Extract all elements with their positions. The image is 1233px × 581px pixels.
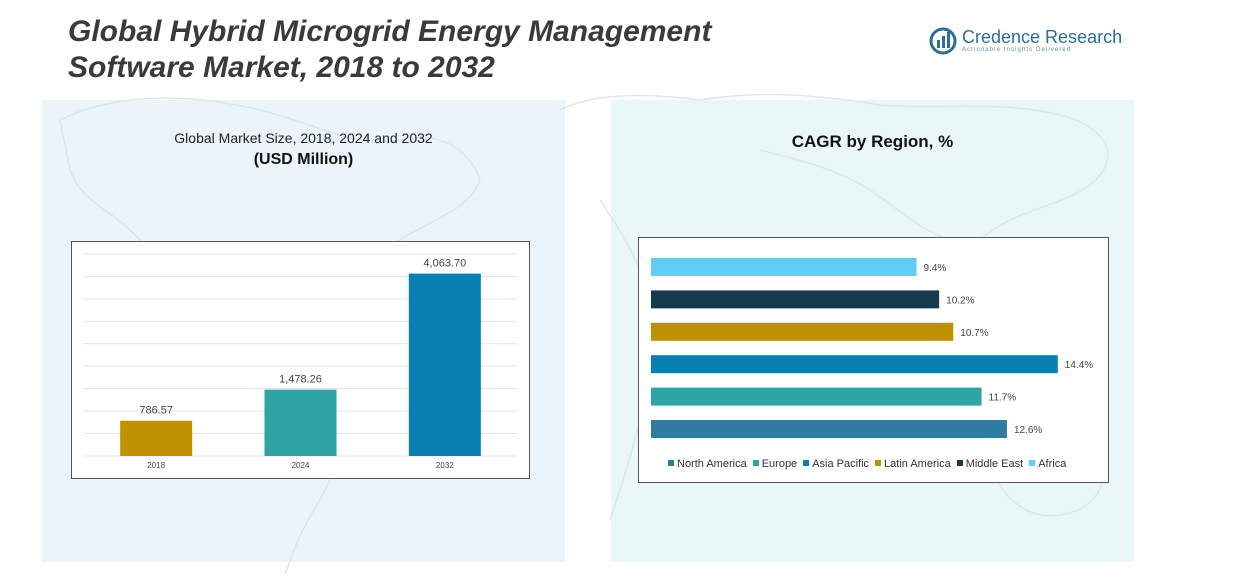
legend-swatch	[803, 460, 810, 466]
data-label-2024: 1,478.26	[279, 374, 322, 386]
legend-item-europe: Europe	[752, 458, 798, 470]
legend-swatch	[1029, 460, 1036, 466]
data-label-2032: 4,063.70	[423, 258, 466, 270]
cagr-chart: 9.4% 10.2% 10.7% 14.4% 11.7% 12.6%	[638, 237, 1109, 483]
data-label-2018: 786.57	[139, 405, 173, 417]
page-title: Global Hybrid Microgrid Energy Managemen…	[68, 14, 828, 86]
market-size-chart-title: Global Market Size, 2018, 2024 and 2032	[174, 130, 433, 146]
bar-africa	[651, 258, 917, 276]
legend-label: Asia Pacific	[812, 458, 870, 470]
bar-2032	[408, 273, 481, 456]
data-label-latin-america: 10.7%	[960, 328, 988, 339]
legend-item-asia-pacific: Asia Pacific	[803, 458, 869, 470]
data-label-asia-pacific: 14.4%	[1065, 360, 1093, 371]
bar-europe	[651, 387, 982, 406]
data-label-north-america: 12.6%	[1014, 425, 1042, 436]
legend-label: Latin America	[884, 458, 951, 470]
bar-latin-america	[651, 322, 954, 341]
bar-2024	[264, 389, 337, 456]
cagr-legend: North America Europe Asia Pacific Latin Ame…	[668, 458, 1072, 470]
title-line-2: Software Market, 2018 to 2032	[68, 51, 495, 84]
credence-logo-icon	[929, 27, 957, 55]
legend-item-latin-america: Latin America	[875, 458, 951, 470]
bar-north-america	[651, 420, 1007, 438]
tick-label-2018: 2018	[147, 461, 165, 470]
bar-middle-east	[651, 290, 940, 309]
bar-asia-pacific	[651, 355, 1058, 374]
data-label-middle-east: 10.2%	[946, 295, 974, 306]
legend-label: Europe	[761, 458, 798, 470]
legend-label: North America	[677, 458, 747, 470]
legend-label: Africa	[1038, 458, 1067, 470]
brand-logo: Credence Research Actionable Insights De…	[928, 26, 1128, 58]
market-size-bar-chart: 786.57 2018 1,478.26 2024 4,063.70 2032	[84, 253, 517, 470]
title-line-1: Global Hybrid Microgrid Energy Managemen…	[68, 15, 712, 48]
tick-label-2024: 2024	[292, 461, 310, 470]
data-label-europe: 11.7%	[989, 393, 1017, 404]
tick-label-2032: 2032	[436, 461, 454, 470]
market-size-chart: 786.57 2018 1,478.26 2024 4,063.70 2032	[71, 241, 530, 479]
legend-swatch	[956, 460, 963, 466]
legend-item-middle-east: Middle East	[956, 458, 1024, 470]
legend-swatch	[875, 460, 882, 466]
cagr-chart-title: CAGR by Region, %	[791, 132, 954, 151]
data-label-africa: 9.4%	[924, 263, 947, 274]
legend-item-africa: Africa	[1029, 458, 1066, 470]
bar-2018	[120, 420, 193, 456]
legend-label: Middle East	[965, 458, 1024, 470]
legend-item-north-america: North America	[668, 458, 747, 470]
brand-name: Credence Research	[962, 27, 1123, 47]
cagr-bar-chart: 9.4% 10.2% 10.7% 14.4% 11.7% 12.6%	[651, 258, 1093, 438]
brand-tagline: Actionable Insights Delivered	[962, 47, 1072, 53]
market-size-chart-unit: (USD Million)	[253, 151, 354, 168]
legend-swatch	[668, 460, 674, 466]
legend-swatch	[752, 460, 759, 466]
